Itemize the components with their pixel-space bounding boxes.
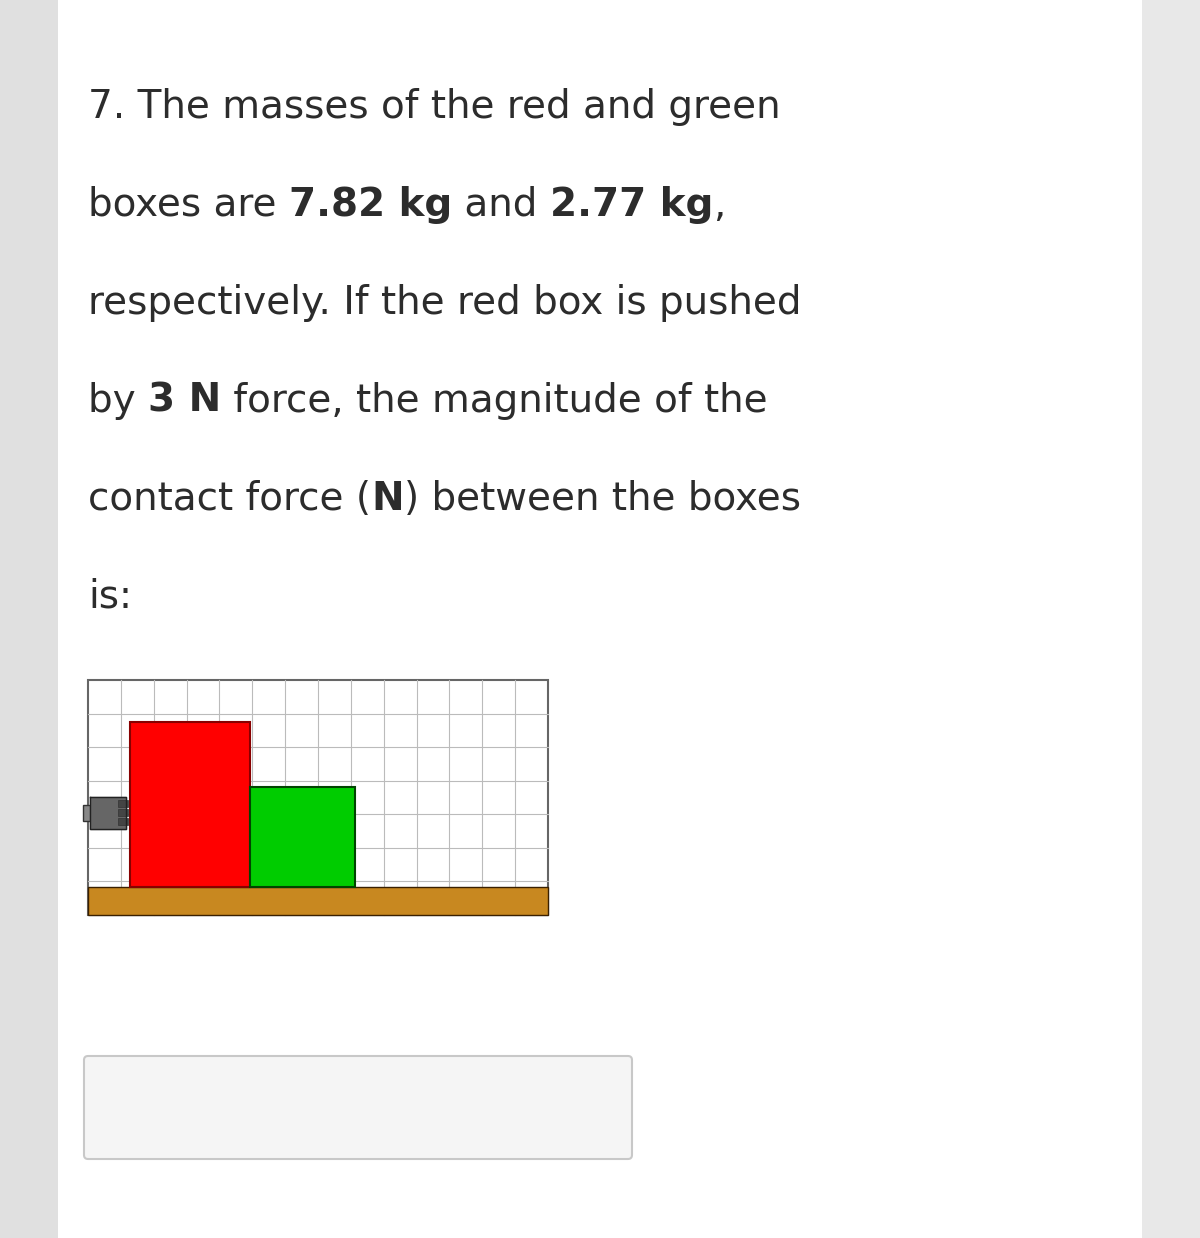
FancyBboxPatch shape [84, 1056, 632, 1159]
Text: 2.77 kg: 2.77 kg [550, 186, 713, 224]
Bar [0, 0, 58, 1238]
Text: is:: is: [88, 578, 132, 617]
Text: 7. The masses of the red and green: 7. The masses of the red and green [88, 88, 781, 126]
Bar [88, 680, 548, 915]
Text: and: and [452, 186, 550, 224]
Bar [83, 805, 112, 821]
Text: 7.82 kg: 7.82 kg [289, 186, 452, 224]
Bar [250, 787, 355, 886]
Bar [118, 800, 128, 807]
Text: 3 N: 3 N [148, 383, 221, 420]
Text: respectively. If the red box is pushed: respectively. If the red box is pushed [88, 284, 802, 322]
Bar [130, 722, 250, 886]
Text: contact force (: contact force ( [88, 480, 371, 517]
Bar [118, 808, 128, 816]
Text: boxes are: boxes are [88, 186, 289, 224]
Text: by: by [88, 383, 148, 420]
Text: ) between the boxes: ) between the boxes [403, 480, 800, 517]
Bar [118, 818, 128, 825]
Text: ,: , [713, 186, 726, 224]
Bar [106, 799, 122, 827]
Bar [1142, 0, 1200, 1238]
Polygon shape [90, 797, 126, 828]
Bar [88, 886, 548, 915]
Text: force, the magnitude of the: force, the magnitude of the [221, 383, 768, 420]
Text: N: N [371, 480, 403, 517]
